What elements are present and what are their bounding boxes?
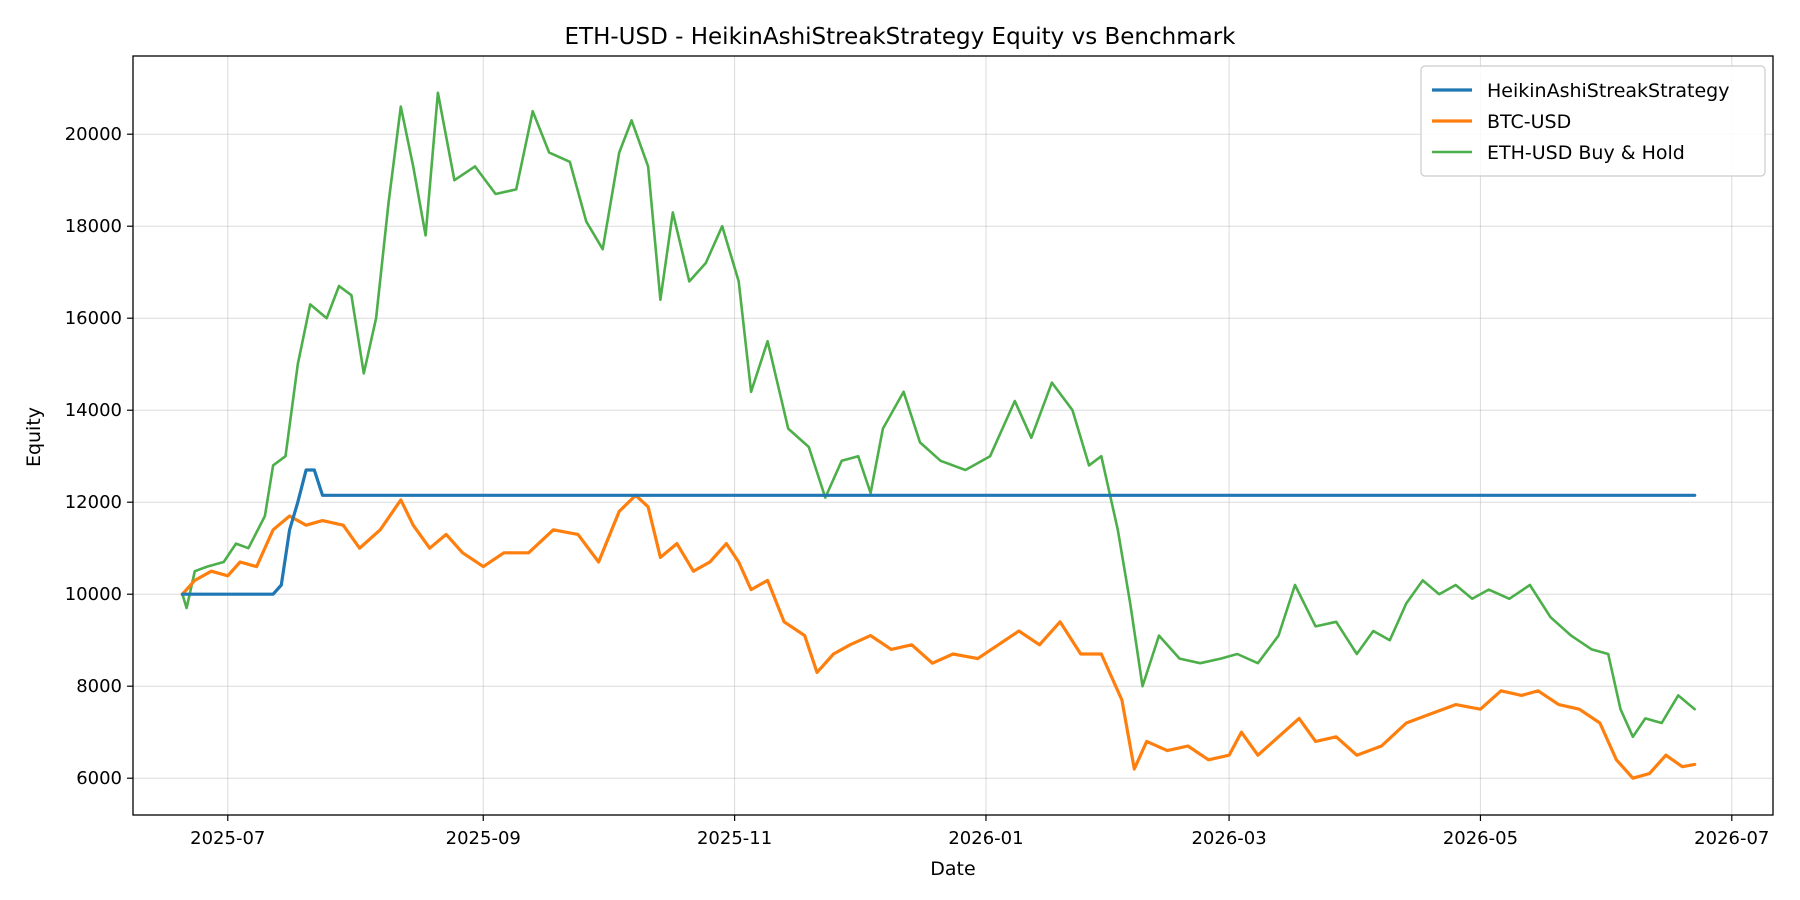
legend-label: HeikinAshiStreakStrategy [1487,80,1729,102]
x-tick-label: 2026-03 [1191,828,1266,849]
y-axis-title: Equity [23,407,45,467]
y-tick-label: 6000 [76,768,122,789]
chart-title: ETH-USD - HeikinAshiStreakStrategy Equit… [565,24,1237,50]
x-tick-label: 2025-07 [190,828,265,849]
x-tick-label: 2025-09 [446,828,521,849]
plot-frame [132,55,1774,816]
legend-box [1420,65,1766,177]
y-tick-label: 20000 [65,124,122,145]
y-tick-label: 8000 [76,676,122,697]
series-line-eth-usd-buy-hold [181,91,1696,739]
grid-layer [133,56,1773,815]
x-axis-title: Date [930,858,975,880]
legend: HeikinAshiStreakStrategy BTC-USD ETH-USD B… [1420,65,1766,177]
y-tick-label: 10000 [65,584,122,605]
y-tick-label: 12000 [65,492,122,513]
x-tick-label: 2026-05 [1443,828,1518,849]
series-layer [180,91,1697,780]
x-tick-label: 2026-07 [1694,828,1769,849]
x-tick-label: 2025-11 [697,828,772,849]
y-tick-label: 16000 [65,308,122,329]
series-line-btc-usd [180,493,1697,780]
tick-layer: 6000 8000 10000 12000 14000 16000 18000 20000 20… [65,124,1770,849]
y-tick-label: 14000 [65,400,122,421]
series-line-heikinashistreakstrategy [180,468,1697,596]
legend-label: BTC-USD [1487,111,1571,133]
y-tick-label: 18000 [65,216,122,237]
legend-label: ETH-USD Buy & Hold [1487,142,1685,164]
x-tick-label: 2026-01 [948,828,1023,849]
